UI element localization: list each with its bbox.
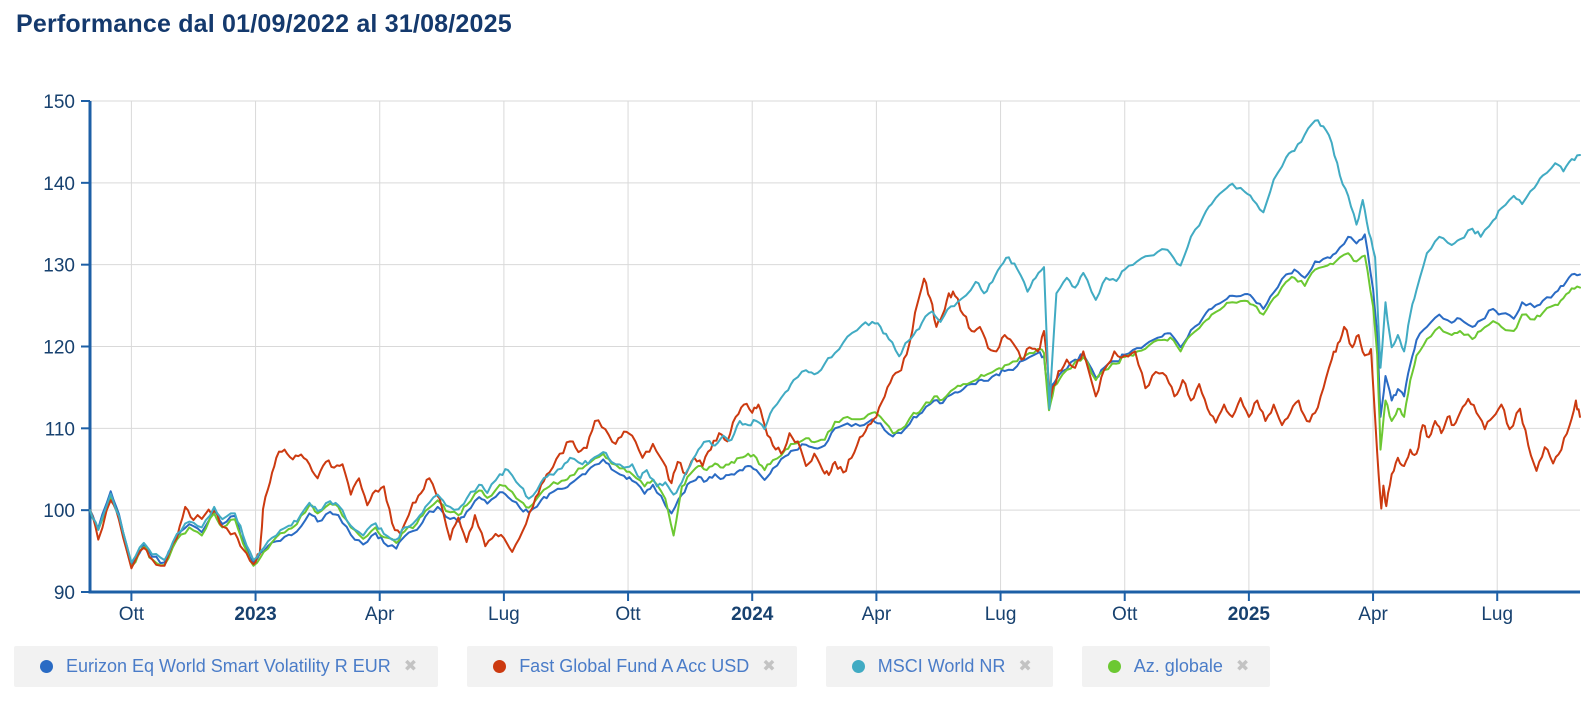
- x-tick-label: Ott: [119, 604, 145, 625]
- y-tick-label: 130: [43, 256, 75, 277]
- series-label: MSCI World NR: [877, 656, 1006, 676]
- page-title: Performance dal 01/09/2022 al 31/08/2025: [16, 10, 512, 38]
- gridlines: [90, 100, 1580, 592]
- y-tick-label: 140: [43, 174, 75, 195]
- series-label: Az. globale: [1133, 656, 1223, 676]
- series-line: [89, 119, 1581, 564]
- x-tick-label: Ott: [615, 604, 641, 625]
- x-tick-label: Apr: [1358, 604, 1388, 625]
- legend-item-3: MSCI World NR ✖: [825, 646, 1053, 687]
- remove-series-icon[interactable]: ✖: [1235, 657, 1250, 675]
- remove-series-icon[interactable]: ✖: [1018, 657, 1032, 675]
- series-line: [89, 277, 1581, 570]
- legend-item-2: Fast Global Fund A Acc USD ✖: [467, 646, 797, 687]
- y-tick-label: 110: [45, 419, 75, 440]
- x-tick-label: Ott: [1112, 604, 1138, 625]
- series-color-dot: [1107, 660, 1121, 673]
- x-tick-label: Lug: [488, 604, 520, 625]
- y-tick-label: 100: [43, 501, 75, 522]
- x-tick-label: Lug: [1481, 604, 1513, 625]
- x-tick-label: Apr: [365, 604, 395, 625]
- x-tick-label: 2024: [731, 604, 774, 625]
- series-label: Fast Global Fund A Acc USD: [519, 656, 750, 676]
- series-color-dot: [851, 660, 865, 673]
- y-tick-label: 150: [43, 92, 75, 113]
- series-line: [89, 233, 1581, 566]
- x-tick-label: 2023: [234, 604, 276, 625]
- legend-item-4: Az. globale ✖: [1081, 646, 1271, 687]
- y-tick-label: 120: [43, 338, 75, 359]
- series-label: Eurizon Eq World Smart Volatility R EUR: [66, 656, 391, 676]
- chart-legend: Eurizon Eq World Smart Volatility R EUR ✖…: [14, 646, 1271, 687]
- series-line: [89, 252, 1581, 568]
- remove-series-icon[interactable]: ✖: [762, 657, 776, 675]
- series-color-dot: [40, 660, 53, 673]
- tick-labels: 90 100 110 120 130 140 150 Ott 2023 Apr Lug Ott 2024…: [43, 92, 1513, 625]
- x-tick-label: Apr: [862, 604, 892, 625]
- x-tick-label: Lug: [985, 604, 1017, 625]
- series-color-dot: [493, 660, 507, 673]
- legend-item-1: Eurizon Eq World Smart Volatility R EUR ✖: [14, 646, 439, 687]
- remove-series-icon[interactable]: ✖: [403, 657, 418, 675]
- x-tick-label: 2025: [1228, 604, 1271, 625]
- axes: [81, 100, 1580, 601]
- y-tick-label: 90: [54, 583, 75, 604]
